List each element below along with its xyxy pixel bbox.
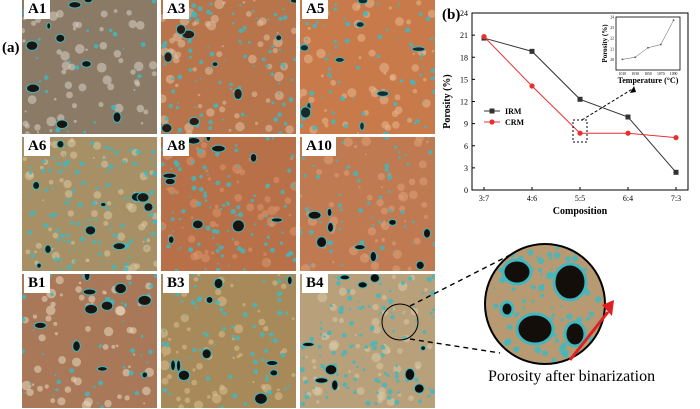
y-tick-label: 18 bbox=[460, 53, 468, 62]
arrow-head bbox=[602, 300, 614, 316]
tile-label-a6: A6 bbox=[24, 137, 51, 156]
y-tick-label: 21 bbox=[460, 31, 468, 40]
x-tick-label: 5:5 bbox=[575, 194, 585, 203]
micrograph-tile-a1: A1 bbox=[22, 0, 157, 134]
micrograph-texture bbox=[161, 137, 296, 271]
tile-label-a5: A5 bbox=[302, 0, 329, 19]
data-point-irm bbox=[625, 114, 631, 120]
micrograph-tile-b4: B4 bbox=[300, 274, 435, 408]
micrograph-tile-b3: B3 bbox=[161, 274, 296, 408]
micrograph-texture bbox=[300, 137, 435, 271]
micrograph-texture bbox=[161, 0, 296, 134]
data-point-crm bbox=[577, 130, 583, 136]
tile-label-a8: A8 bbox=[163, 137, 190, 156]
inset-x-tick: 1030 bbox=[631, 72, 639, 76]
micrograph-tile-a3: A3 bbox=[161, 0, 296, 134]
x-tick-label: 6:4 bbox=[623, 194, 633, 203]
data-point-crm bbox=[529, 83, 535, 89]
y-tick-label: 15 bbox=[460, 75, 468, 84]
inset-data-point bbox=[634, 56, 637, 59]
y-tick-label: 9 bbox=[464, 120, 468, 129]
inset-y-axis-label: Porosity (%) bbox=[601, 24, 609, 63]
inset-x-tick: 1070 bbox=[657, 72, 665, 76]
micrograph-tile-a6: A6 bbox=[22, 137, 157, 271]
y-axis-label: Porosity (%) bbox=[442, 74, 453, 129]
x-tick-label: 7:3 bbox=[671, 194, 681, 203]
tile-label-b1: B1 bbox=[24, 274, 50, 293]
legend-entry: IRM bbox=[505, 107, 522, 116]
zoom-caption: Porosity after binarization bbox=[488, 368, 656, 385]
inset-y-tick: 24 bbox=[610, 16, 614, 20]
micrograph-texture bbox=[22, 274, 157, 408]
inset-y-tick: 21 bbox=[610, 47, 614, 51]
y-tick-label: 3 bbox=[464, 164, 468, 173]
data-point-irm bbox=[529, 48, 535, 54]
inset-y-tick: 23 bbox=[610, 26, 614, 30]
inset-x-tick: 1010 bbox=[619, 72, 627, 76]
inset-x-tick: 1050 bbox=[644, 72, 652, 76]
data-point-crm bbox=[673, 135, 679, 141]
tile-label-a10: A10 bbox=[302, 137, 336, 156]
x-axis-label: Composition bbox=[553, 206, 608, 217]
inset-x-tick: 1090 bbox=[670, 72, 678, 76]
micrograph-grid: A1 A3 A5 A6 A8 A10 B1 B3 B4 bbox=[22, 0, 436, 409]
y-tick-label: 0 bbox=[464, 186, 468, 195]
inset-data-point bbox=[659, 43, 662, 46]
x-tick-label: 3:7 bbox=[479, 194, 489, 203]
inset-y-tick: 22 bbox=[610, 37, 614, 41]
x-tick-label: 4:6 bbox=[527, 194, 537, 203]
micrograph-texture bbox=[22, 0, 157, 134]
data-point-crm bbox=[625, 130, 631, 136]
inset-data-point bbox=[672, 19, 675, 22]
micrograph-texture bbox=[300, 0, 435, 134]
data-point-crm bbox=[481, 34, 487, 40]
tile-label-a3: A3 bbox=[163, 0, 190, 19]
panel-label-b: (b) bbox=[442, 7, 461, 23]
y-tick-label: 24 bbox=[460, 9, 468, 18]
y-tick-label: 12 bbox=[460, 98, 468, 107]
b4-zoom-marker bbox=[381, 303, 419, 341]
tile-label-a1: A1 bbox=[24, 0, 51, 19]
data-point-irm bbox=[577, 96, 583, 102]
y-tick-label: 6 bbox=[464, 142, 468, 151]
legend-entry: CRM bbox=[505, 118, 525, 127]
zoom-connector-bottom bbox=[409, 338, 501, 354]
data-point-irm bbox=[673, 169, 679, 175]
micrograph-tile-a5: A5 bbox=[300, 0, 435, 134]
tile-label-b4: B4 bbox=[302, 274, 328, 293]
micrograph-tile-a8: A8 bbox=[161, 137, 296, 271]
tile-label-b3: B3 bbox=[163, 274, 189, 293]
zoom-connector-top bbox=[409, 254, 511, 307]
arrow-shaft bbox=[568, 311, 610, 361]
inset-data-point bbox=[621, 58, 624, 61]
panel-label-a: (a) bbox=[2, 40, 20, 56]
micrograph-texture bbox=[22, 137, 157, 271]
inset-y-tick: 20 bbox=[610, 58, 614, 62]
inset-data-point bbox=[647, 46, 649, 49]
inset-x-axis-label: Temperature (°C) bbox=[618, 76, 679, 85]
micrograph-tile-a10: A10 bbox=[300, 137, 435, 271]
micrograph-tile-b1: B1 bbox=[22, 274, 157, 408]
